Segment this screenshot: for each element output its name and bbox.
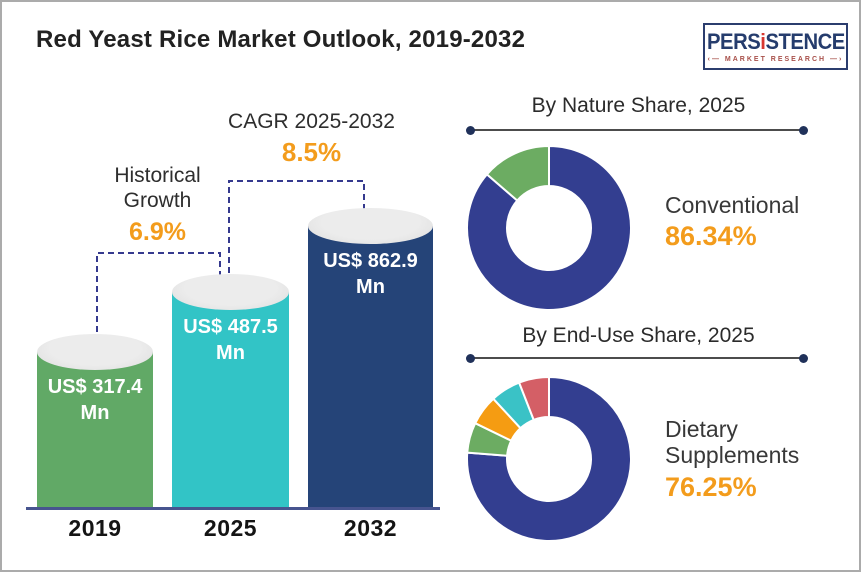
nature-donut-chart — [466, 145, 632, 311]
enduse-callout-value: 76.25% — [665, 471, 757, 502]
bar-2019: US$ 317.4 Mn — [37, 334, 153, 509]
bar-value-label: US$ 487.5 Mn — [183, 316, 278, 364]
donut-segment-dietary-supplements — [466, 376, 632, 542]
nature-section-title: By Nature Share, 2025 — [531, 94, 746, 117]
logo-text-left: PERS — [706, 28, 761, 54]
enduse-donut-chart — [466, 376, 632, 542]
logo-wordmark: PERSiSTENCE — [706, 28, 845, 54]
year-label-2019: 2019 — [68, 515, 122, 541]
donut-segment-unlabeled — [518, 376, 550, 421]
bar-body — [308, 226, 433, 509]
historical-growth-annotation: Historical Growth 6.9% — [85, 164, 230, 247]
enduse-callout-label: Dietary Supplements — [665, 416, 800, 469]
year-label-2025: 2025 — [203, 515, 258, 541]
brand-logo: PERSiSTENCE MARKET RESEARCH — [703, 23, 848, 70]
logo-text-right: STENCE — [765, 28, 845, 54]
nature-callout: Conventional 86.34% — [665, 192, 825, 252]
cagr-annotation: CAGR 2025-2032 8.5% — [224, 110, 399, 168]
cagr-value: 8.5% — [281, 136, 342, 167]
donut-segment-conventional — [466, 145, 632, 311]
historical-growth-label: Historical Growth — [114, 164, 201, 212]
page-title: Red Yeast Rice Market Outlook, 2019-2032 — [36, 26, 526, 53]
nature-callout-label: Conventional — [665, 192, 800, 218]
nature-section-underline — [466, 125, 808, 135]
bar-top-ellipse — [37, 334, 153, 370]
cagr-label: CAGR 2025-2032 — [228, 110, 395, 133]
bar-value-label: US$ 862.9 Mn — [323, 250, 418, 298]
donut-segment-unlabeled — [485, 145, 550, 202]
logo-tagline: MARKET RESEARCH — [708, 56, 844, 63]
bar-value-label: US$ 317.4 Mn — [47, 376, 143, 424]
logo-text-i: i — [759, 28, 766, 54]
bar-body — [37, 352, 153, 509]
bar-top-ellipse — [172, 274, 289, 310]
nature-callout-value: 86.34% — [665, 221, 757, 252]
x-axis-line — [26, 507, 440, 510]
enduse-section-underline — [466, 353, 808, 363]
bar-2032: US$ 862.9 Mn — [308, 208, 433, 509]
enduse-callout: Dietary Supplements 76.25% — [665, 416, 843, 503]
enduse-section-title: By End-Use Share, 2025 — [522, 324, 755, 347]
year-label-2032: 2032 — [343, 515, 398, 541]
historical-growth-value: 6.9% — [129, 217, 186, 246]
bar-2025: US$ 487.5 Mn — [172, 274, 289, 509]
bar-body — [172, 292, 289, 509]
bar-top-ellipse — [308, 208, 433, 244]
